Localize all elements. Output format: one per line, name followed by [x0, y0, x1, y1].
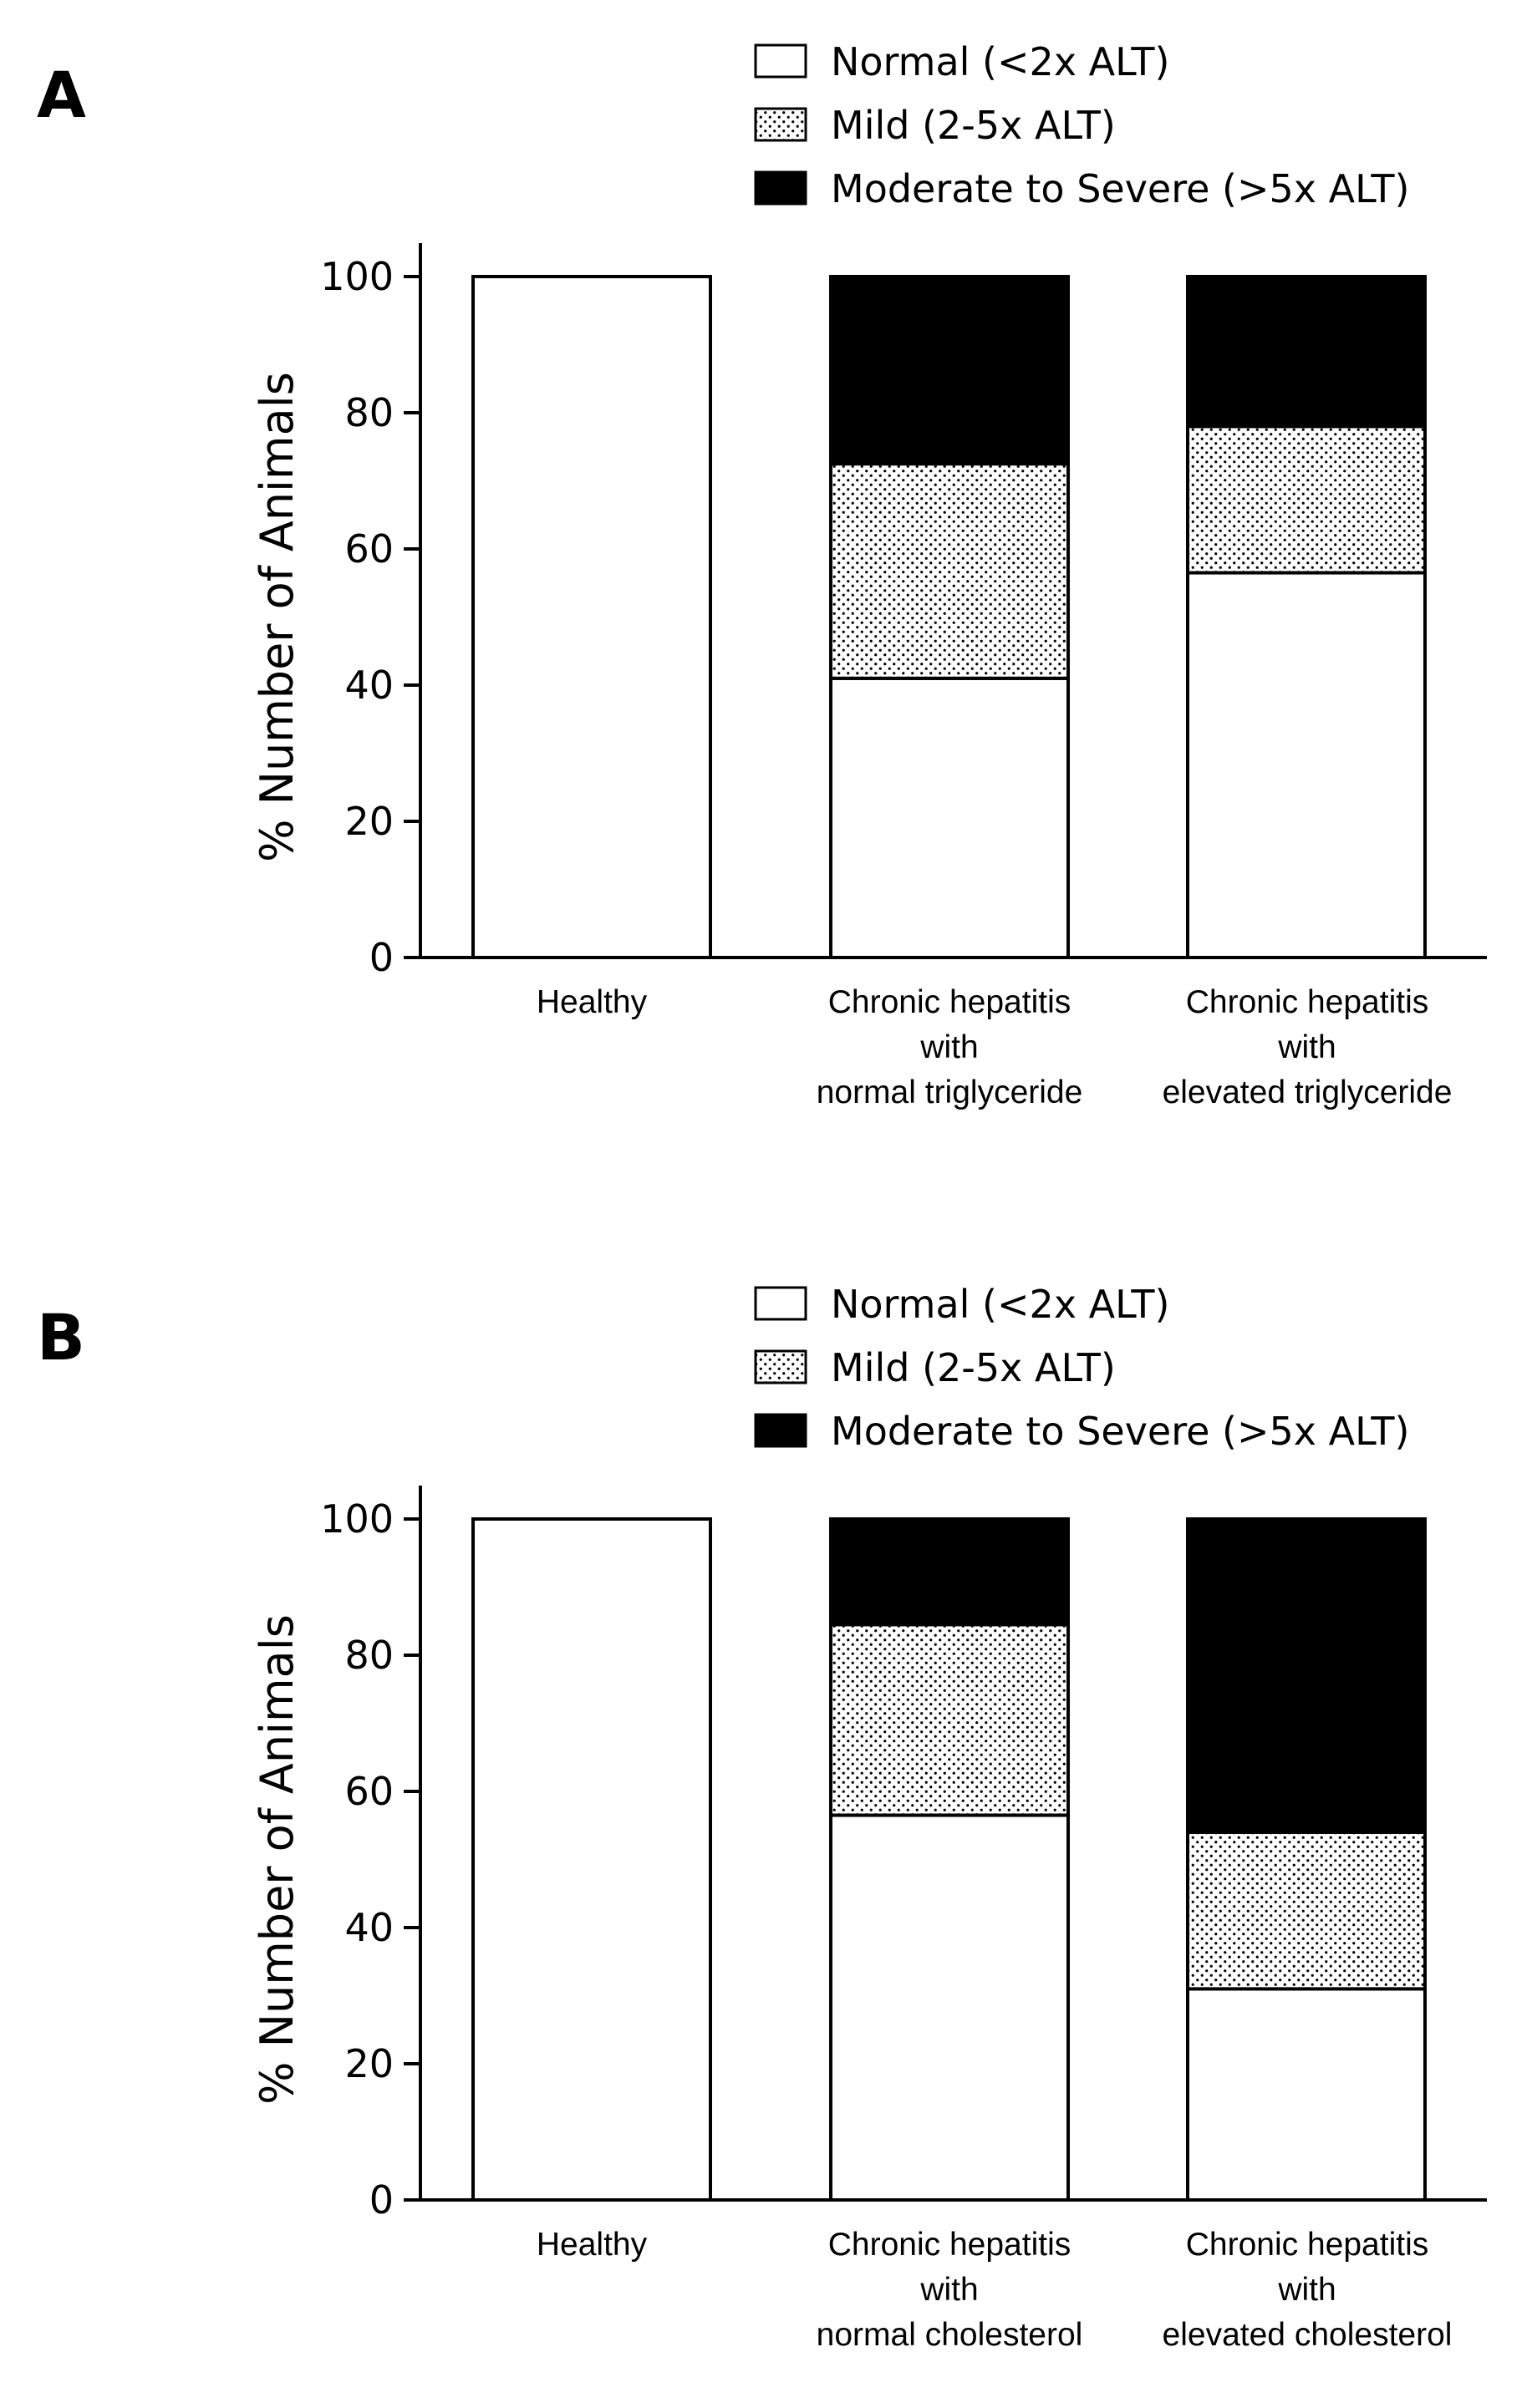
bar-1-segment-dotted [829, 462, 1070, 680]
y-tick-label-80: 80 [344, 390, 394, 435]
y-axis-title: % Number of Animals [251, 1614, 303, 2105]
category-label-1-line-0: Chronic hepatitis [828, 984, 1071, 1020]
category-label-2-line-2: elevated cholesterol [1163, 2317, 1453, 2353]
y-tick-label-20: 20 [344, 799, 394, 844]
panel-a: A Normal (<2x ALT) Mild (2-5x ALT) Moderate… [37, 39, 1487, 1110]
legend-label-black: Moderate to Severe (>5x ALT) [831, 166, 1409, 211]
category-label-2-line-1: with [1277, 1029, 1336, 1065]
y-tick-label-0: 0 [369, 2177, 394, 2223]
y-axis-title: % Number of Animals [251, 372, 303, 862]
bar-2-segment-dotted [1186, 1830, 1427, 1991]
category-label-0-line-0: Healthy [537, 2227, 648, 2263]
legend-label-dotted: Mild (2-5x ALT) [831, 1345, 1116, 1390]
category-label-1-line-2: normal cholesterol [817, 2317, 1083, 2353]
legend-swatch-white [754, 1286, 807, 1321]
y-tick-label-100: 100 [320, 254, 394, 299]
category-label-1-line-0: Chronic hepatitis [828, 2227, 1071, 2263]
legend-swatch-black [754, 1413, 807, 1448]
category-label-0-line-0: Healthy [537, 984, 648, 1020]
panel-b: B Normal (<2x ALT) Mild (2-5x ALT) Moderate… [37, 1282, 1487, 2353]
legend-label-white: Normal (<2x ALT) [831, 39, 1169, 84]
bar-2-segment-dotted [1186, 424, 1427, 575]
panel-label: A [37, 58, 86, 132]
bar-1-segment-black [829, 275, 1070, 466]
bar-1-segment-dotted [829, 1623, 1070, 1817]
bar-2-segment-black [1186, 1517, 1427, 1834]
legend-swatch-white [754, 43, 807, 79]
category-label-2-line-1: with [1277, 2272, 1336, 2308]
category-label-1-line-1: with [919, 2272, 978, 2308]
bar-0-segment-white [471, 275, 712, 959]
bar-1-segment-white [829, 1813, 1070, 2202]
y-tick-label-20: 20 [344, 2041, 394, 2086]
category-label-2-line-0: Chronic hepatitis [1186, 2227, 1428, 2263]
bar-1-segment-white [829, 676, 1070, 959]
y-tick-label-60: 60 [344, 526, 394, 572]
legend-label-black: Moderate to Severe (>5x ALT) [831, 1409, 1409, 1454]
y-tick-label-100: 100 [320, 1496, 394, 1542]
y-tick-label-40: 40 [344, 1905, 394, 1950]
y-tick-label-40: 40 [344, 663, 394, 708]
bar-2-segment-white [1186, 571, 1427, 960]
legend-swatch-black [754, 170, 807, 206]
category-label-2-line-0: Chronic hepatitis [1186, 984, 1428, 1020]
panel-label: B [37, 1300, 85, 1374]
legend-swatch-dotted [754, 1349, 807, 1384]
bar-0-segment-white [471, 1517, 712, 2202]
legend-swatch-dotted [754, 107, 807, 142]
category-label-1-line-2: normal triglyceride [817, 1074, 1083, 1110]
y-tick-label-60: 60 [344, 1769, 394, 1814]
legend-label-white: Normal (<2x ALT) [831, 1282, 1169, 1327]
bar-2-segment-black [1186, 275, 1427, 429]
legend-label-dotted: Mild (2-5x ALT) [831, 103, 1116, 148]
category-label-1-line-1: with [919, 1029, 978, 1065]
y-tick-label-80: 80 [344, 1633, 394, 1678]
category-label-2-line-2: elevated triglyceride [1163, 1074, 1453, 1110]
bar-1-segment-black [829, 1517, 1070, 1627]
bar-2-segment-white [1186, 1987, 1427, 2202]
y-tick-label-0: 0 [369, 935, 394, 980]
